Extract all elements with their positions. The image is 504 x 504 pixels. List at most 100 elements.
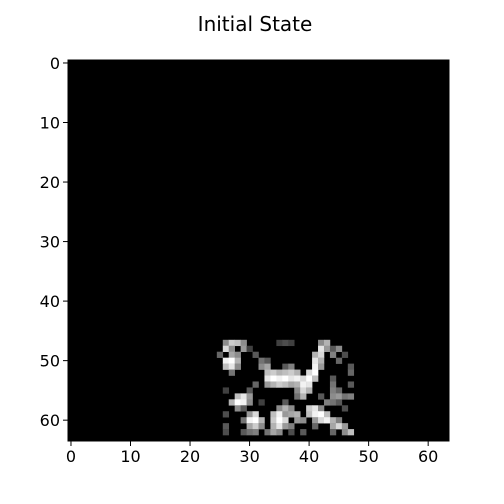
chart-title: Initial State [198,12,313,36]
heatmap-cell [282,363,289,370]
heatmap-cell [240,339,247,347]
heatmap-cell [300,375,307,382]
axes-frame [67,59,450,442]
y-tick-label: 40 [40,292,60,311]
heatmap-cell [318,351,325,358]
heatmap-cell [258,363,265,370]
heatmap-cell [329,381,337,388]
heatmap-cell [258,399,265,406]
heatmap-cell [341,423,349,430]
heatmap-cell [282,375,289,382]
heatmap-cell [323,411,331,418]
heatmap-cell [252,381,259,388]
heatmap-cell [329,375,337,382]
heatmap-cell [270,423,277,430]
heatmap-cell [329,387,337,394]
heatmap-cell [335,399,343,406]
heatmap-cell [276,423,283,430]
y-tick-label: 50 [40,352,60,371]
heatmap-cell [246,393,253,400]
heatmap-cell [222,363,230,370]
heatmap-cell [329,429,337,436]
heatmap-cell [276,411,283,418]
y-axis: 0 10 20 30 40 50 60 [40,54,68,430]
heatmap-cell [288,429,295,436]
heatmap-cell [329,345,337,352]
heatmap-cell [300,429,307,436]
heatmap-cell [288,375,295,382]
heatmap-cell [318,345,325,352]
heatmap-cell [318,357,325,364]
heatmap-cell [335,357,343,364]
heatmap-cell [318,339,325,347]
heatmap-cell [282,399,289,406]
heatmap-cell [306,387,313,394]
heatmap-cell [222,411,230,418]
heatmap-cell [306,411,313,418]
heatmap-cell [228,351,235,358]
heatmap-cell [300,387,307,394]
heatmap-cell [246,399,253,406]
heatmap-cell [252,423,259,430]
heatmap-cell [276,417,283,424]
heatmap-background [68,60,449,441]
heatmap-cell [264,381,271,388]
heatmap-cell [323,339,331,347]
heatmap-cell [312,357,319,364]
heatmap-cell [246,417,253,424]
heatmap-cell [288,423,295,430]
heatmap-cell [252,411,259,418]
heatmap-cell [234,339,241,347]
heatmap-cell [270,369,277,376]
y-tick-label: 60 [40,411,60,430]
heatmap-cell [294,369,301,376]
heatmap-cell [258,423,265,430]
heatmap-cell [252,417,259,424]
heatmap-cell [341,405,349,412]
heatmap-cell [323,399,331,406]
heatmap-cell [276,429,283,436]
heatmap-cell [288,363,295,370]
x-tick-label: 0 [66,447,76,466]
heatmap-cell [258,357,265,364]
heatmap-cell [312,351,319,358]
heatmap-cell [329,399,337,406]
x-tick-label: 40 [299,447,319,466]
heatmap-cell [300,417,307,424]
x-axis: 0 10 20 30 40 50 60 [66,441,438,466]
heatmap-cell [228,357,235,364]
heatmap-cell [312,411,319,418]
heatmap-cell [306,381,313,388]
heatmap-cell [288,411,295,418]
heatmap-cell [312,405,319,412]
heatmap-cell [288,369,295,376]
heatmap-cell [234,357,241,364]
heatmap-cell [312,423,319,430]
heatmap-cell [335,417,343,424]
heatmap-cell [282,339,289,347]
heatmap-cell [252,429,259,436]
heatmap-cell [246,423,253,430]
heatmap-cell [234,393,241,400]
heatmap-cell [294,381,301,388]
heatmap-cell [222,357,230,364]
heatmap-cell [335,387,343,394]
heatmap-cell [329,351,337,358]
heatmap-cell [270,411,277,418]
heatmap-cell [347,429,355,436]
heatmap-cell [240,399,247,406]
heatmap-cell [312,375,319,382]
heatmap-cell [341,429,349,436]
heatmap-cell [329,393,337,400]
heatmap-cell [347,363,355,370]
heatmap-cell [264,363,271,370]
heatmap-cell [222,345,230,352]
heatmap-cell [341,351,349,358]
y-tick-label: 30 [40,233,60,252]
heatmap-cell [276,369,283,376]
heatmap-cell [312,363,319,370]
heatmap-cell [246,429,253,436]
heatmap-cell [335,345,343,352]
heatmap-cell [282,411,289,418]
heatmap-cell [282,405,289,412]
